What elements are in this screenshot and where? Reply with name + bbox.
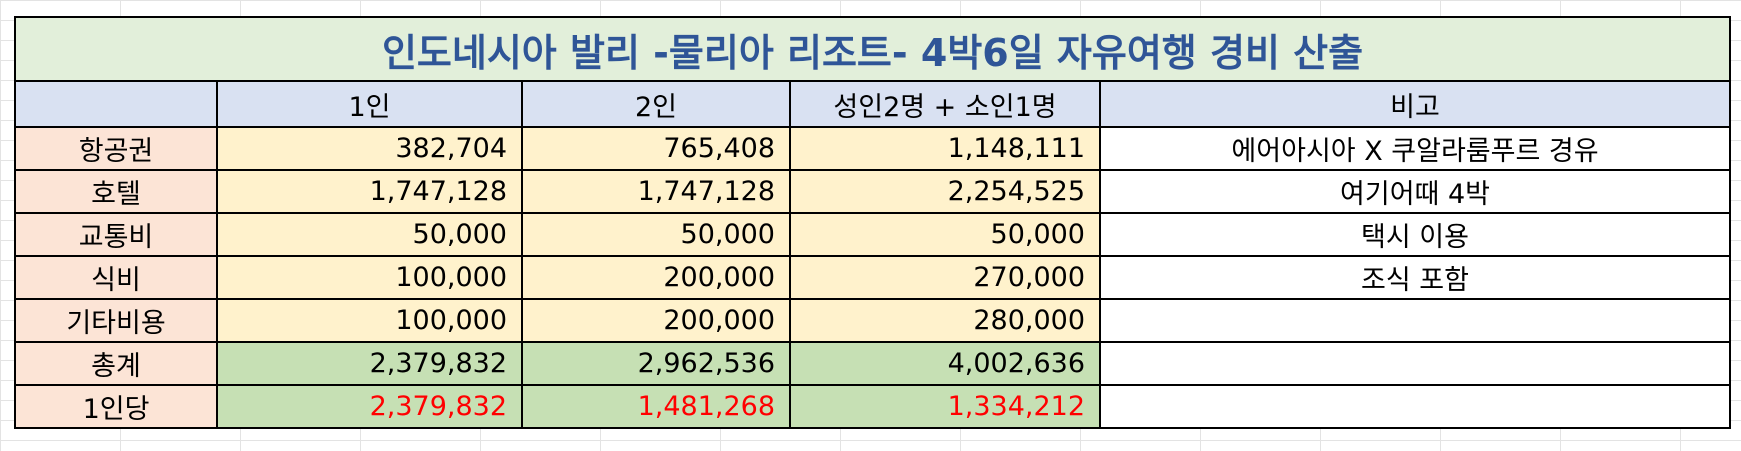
header-1person[interactable]: 1인 [216,80,523,128]
value-cell[interactable]: 100,000 [216,255,523,300]
value-cell[interactable]: 280,000 [789,298,1101,343]
note-cell[interactable] [1098,341,1732,386]
total-value-cell[interactable]: 2,379,832 [216,341,523,386]
value-cell[interactable]: 765,408 [521,126,791,171]
per-person-value-cell[interactable]: 1,334,212 [789,384,1101,429]
total-label[interactable]: 총계 [14,341,218,386]
per-person-row: 1인당 2,379,832 1,481,268 1,334,212 [14,384,1732,429]
title-row: 인도네시아 발리 -물리아 리조트- 4박6일 자유여행 경비 산출 [13,16,1732,82]
value-cell[interactable]: 1,747,128 [216,169,523,214]
sheet-title[interactable]: 인도네시아 발리 -물리아 리조트- 4박6일 자유여행 경비 산출 [13,16,1732,82]
header-note[interactable]: 비고 [1098,80,1732,128]
note-cell[interactable] [1098,298,1732,343]
value-cell[interactable]: 1,148,111 [789,126,1101,171]
note-cell[interactable]: 택시 이용 [1098,212,1732,257]
value-cell[interactable]: 50,000 [216,212,523,257]
value-cell[interactable]: 270,000 [789,255,1101,300]
total-row: 총계 2,379,832 2,962,536 4,002,636 [14,341,1732,386]
note-cell[interactable] [1098,384,1732,429]
header-family[interactable]: 성인2명 + 소인1명 [789,80,1101,128]
note-cell[interactable]: 조식 포함 [1098,255,1732,300]
table-row: 교통비 50,000 50,000 50,000 택시 이용 [14,212,1732,257]
expense-table: 인도네시아 발리 -물리아 리조트- 4박6일 자유여행 경비 산출 1인 2인… [13,16,1732,429]
value-cell[interactable]: 1,747,128 [521,169,791,214]
table-row: 기타비용 100,000 200,000 280,000 [14,298,1732,343]
value-cell[interactable]: 100,000 [216,298,523,343]
value-cell[interactable]: 50,000 [789,212,1101,257]
per-person-value-cell[interactable]: 2,379,832 [216,384,523,429]
total-value-cell[interactable]: 2,962,536 [521,341,791,386]
row-label[interactable]: 식비 [14,255,218,300]
value-cell[interactable]: 200,000 [521,298,791,343]
per-person-value-cell[interactable]: 1,481,268 [521,384,791,429]
row-label[interactable]: 기타비용 [14,298,218,343]
table-row: 호텔 1,747,128 1,747,128 2,254,525 여기어때 4박 [14,169,1732,214]
total-value-cell[interactable]: 4,002,636 [789,341,1101,386]
table-row: 항공권 382,704 765,408 1,148,111 에어아시아 X 쿠알… [14,126,1732,171]
note-cell[interactable]: 에어아시아 X 쿠알라룸푸르 경유 [1098,126,1732,171]
note-cell[interactable]: 여기어때 4박 [1098,169,1732,214]
value-cell[interactable]: 2,254,525 [789,169,1101,214]
row-label[interactable]: 교통비 [14,212,218,257]
header-row: 1인 2인 성인2명 + 소인1명 비고 [14,80,1732,128]
header-empty-cell[interactable] [14,80,218,128]
row-label[interactable]: 호텔 [14,169,218,214]
value-cell[interactable]: 50,000 [521,212,791,257]
per-person-label[interactable]: 1인당 [14,384,218,429]
table-row: 식비 100,000 200,000 270,000 조식 포함 [14,255,1732,300]
row-label[interactable]: 항공권 [14,126,218,171]
header-2persons[interactable]: 2인 [521,80,791,128]
value-cell[interactable]: 382,704 [216,126,523,171]
value-cell[interactable]: 200,000 [521,255,791,300]
